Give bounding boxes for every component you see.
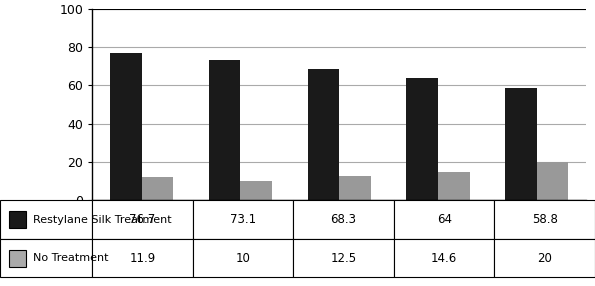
Text: 73.1: 73.1 — [230, 213, 256, 226]
Text: 12.5: 12.5 — [331, 252, 356, 265]
Bar — [394, 239, 494, 277]
Bar — [494, 200, 595, 239]
Bar — [394, 200, 494, 239]
Bar — [438, 172, 469, 200]
Text: 68.3: 68.3 — [331, 213, 356, 226]
Bar — [505, 88, 537, 200]
Text: Restylane Silk Treatment: Restylane Silk Treatment — [33, 214, 171, 225]
Text: 10: 10 — [236, 252, 250, 265]
Bar — [293, 200, 394, 239]
Bar — [0, 200, 92, 239]
Bar — [0, 239, 92, 277]
Text: 64: 64 — [437, 213, 452, 226]
Bar — [406, 78, 438, 200]
Bar — [193, 200, 293, 239]
Bar — [92, 200, 193, 239]
Bar — [193, 239, 293, 277]
Bar — [209, 60, 240, 200]
Bar — [142, 177, 173, 200]
Text: 76.7: 76.7 — [129, 213, 156, 226]
Text: 58.8: 58.8 — [532, 213, 558, 226]
Text: 11.9: 11.9 — [129, 252, 156, 265]
Text: 14.6: 14.6 — [431, 252, 458, 265]
Text: 20: 20 — [537, 252, 552, 265]
Bar — [537, 162, 568, 200]
Bar — [308, 69, 339, 200]
Bar — [339, 176, 371, 200]
Text: No Treatment: No Treatment — [33, 253, 108, 263]
Bar — [9, 211, 26, 228]
Bar — [110, 53, 142, 200]
Bar — [240, 181, 272, 200]
Bar — [9, 249, 26, 267]
Bar — [494, 239, 595, 277]
Bar — [92, 239, 193, 277]
Bar — [293, 239, 394, 277]
